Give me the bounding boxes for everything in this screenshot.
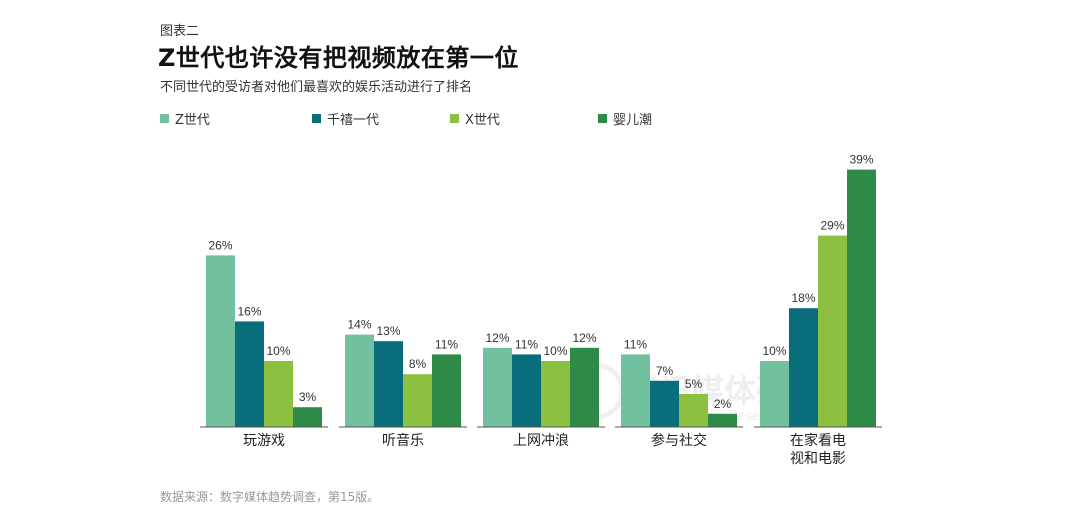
legend-item-millennial: 千禧一代 bbox=[312, 109, 379, 128]
bar-video-genx bbox=[818, 235, 847, 427]
legend: Z世代 千禧一代 X世代 婴儿潮 bbox=[160, 109, 760, 128]
bar-label-gaming-millennial: 16% bbox=[237, 304, 261, 318]
bar-browsing-genz bbox=[483, 347, 512, 427]
bar-video-genz bbox=[760, 361, 789, 427]
bar-label-video-genx: 29% bbox=[820, 219, 844, 233]
figure-label: 图表二 bbox=[160, 24, 200, 39]
bar-gaming-millennial bbox=[235, 321, 264, 427]
bar-label-social-genz: 11% bbox=[624, 337, 647, 351]
bar-social-millennial bbox=[650, 380, 679, 427]
chart-title: Z世代也许没有把视频放在第一位 bbox=[158, 44, 519, 72]
bar-browsing-millennial bbox=[512, 354, 541, 427]
legend-swatch-genz bbox=[160, 114, 169, 123]
category-label-social: 参与社交 bbox=[651, 432, 707, 449]
bar-label-music-boomer: 11% bbox=[435, 337, 458, 351]
bar-social-genz bbox=[621, 354, 650, 427]
category-label-gaming: 玩游戏 bbox=[243, 433, 285, 449]
bar-gaming-genx bbox=[264, 361, 293, 427]
bar-label-gaming-genz: 26% bbox=[208, 238, 232, 252]
bar-label-video-millennial: 18% bbox=[791, 291, 815, 305]
bar-label-social-millennial: 7% bbox=[656, 364, 674, 378]
source-note: 数据来源：数字媒体趋势调查，第15版。 bbox=[160, 490, 380, 504]
category-label-video-line2: 视和电影 bbox=[790, 451, 846, 467]
bar-label-social-genx: 5% bbox=[685, 377, 703, 391]
category-label-music: 听音乐 bbox=[382, 432, 424, 449]
bar-video-millennial bbox=[789, 308, 818, 427]
bar-browsing-genx bbox=[541, 361, 570, 427]
bar-label-music-genz: 14% bbox=[347, 318, 371, 332]
bar-music-boomer bbox=[432, 354, 461, 427]
bar-label-browsing-boomer: 12% bbox=[572, 331, 596, 345]
bar-label-music-genx: 8% bbox=[409, 357, 427, 371]
category-label-video-line1: 在家看电 bbox=[790, 432, 846, 449]
bar-label-gaming-genx: 10% bbox=[266, 344, 290, 358]
legend-swatch-millennial bbox=[312, 114, 321, 123]
legend-item-genx: X世代 bbox=[450, 109, 500, 128]
bar-label-music-millennial: 13% bbox=[376, 324, 400, 338]
bar-music-genx bbox=[403, 374, 432, 427]
bar-label-video-boomer: 39% bbox=[849, 153, 873, 167]
legend-label-genz: Z世代 bbox=[175, 113, 210, 128]
bar-music-millennial bbox=[374, 341, 403, 427]
bar-browsing-boomer bbox=[570, 347, 599, 427]
bar-label-gaming-boomer: 3% bbox=[299, 390, 317, 404]
chart-subtitle: 不同世代的受访者对他们最喜欢的娱乐活动进行了排名 bbox=[160, 80, 473, 95]
legend-swatch-boomer bbox=[598, 114, 607, 123]
legend-label-genx: X世代 bbox=[465, 113, 500, 128]
bar-label-social-boomer: 2% bbox=[714, 397, 732, 411]
legend-item-genz: Z世代 bbox=[160, 109, 210, 128]
legend-item-boomer: 婴儿潮 bbox=[598, 109, 652, 128]
bar-social-boomer bbox=[708, 413, 737, 427]
bar-social-genx bbox=[679, 394, 708, 427]
bar-video-boomer bbox=[847, 169, 876, 427]
bar-label-browsing-genx: 10% bbox=[543, 344, 567, 358]
bar-label-browsing-genz: 12% bbox=[485, 331, 509, 345]
legend-label-boomer: 婴儿潮 bbox=[613, 113, 653, 128]
bar-gaming-boomer bbox=[293, 407, 322, 427]
category-label-browsing: 上网冲浪 bbox=[513, 433, 569, 449]
legend-swatch-genx bbox=[450, 114, 459, 123]
bar-label-video-genz: 10% bbox=[762, 344, 786, 358]
legend-label-millennial: 千禧一代 bbox=[327, 113, 380, 128]
bar-music-genz bbox=[345, 334, 374, 427]
bar-gaming-genz bbox=[206, 255, 235, 427]
bar-label-browsing-millennial: 11% bbox=[515, 337, 538, 351]
